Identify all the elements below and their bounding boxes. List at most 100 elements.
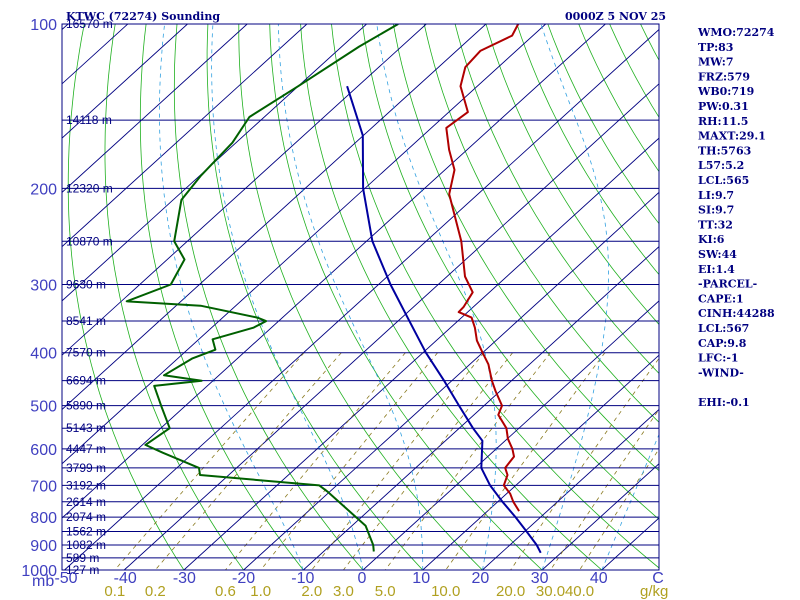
height-label: 2074 m xyxy=(66,510,106,524)
index-line: CINH:44288 xyxy=(698,307,775,320)
isotherm xyxy=(541,463,659,570)
isotherm xyxy=(243,191,659,570)
index-line: SW:44 xyxy=(698,248,737,261)
dry-adiabat xyxy=(609,24,659,118)
mixing-ratio-label: 5.0 xyxy=(375,583,396,600)
pressure-tick-label: 300 xyxy=(30,278,57,295)
isotherm xyxy=(422,354,659,570)
height-label: 3799 m xyxy=(66,461,106,475)
dry-adiabat xyxy=(67,24,185,570)
mixing-ratio-label: 30.0 xyxy=(536,583,565,600)
height-label: 9630 m xyxy=(66,278,106,292)
height-label: 8541 m xyxy=(66,314,106,328)
index-line: KI:6 xyxy=(698,233,725,246)
isotherm xyxy=(62,24,547,465)
index-line: EI:1.4 xyxy=(698,263,735,276)
temperature-tick-label: C xyxy=(652,570,664,587)
index-line: WMO:72274 xyxy=(697,26,775,39)
mixing-ratio-label: 0.6 xyxy=(215,583,236,600)
index-line: -WIND- xyxy=(698,366,744,379)
index-line: LCL:565 xyxy=(698,174,749,187)
profile-traces xyxy=(125,24,542,554)
pressure-tick-label: 800 xyxy=(30,510,57,527)
isotherm xyxy=(183,137,659,570)
isotherm xyxy=(62,24,248,193)
temperature-tick-label: 10 xyxy=(412,570,430,587)
index-line: CAPE:1 xyxy=(698,292,744,305)
dry-adiabat xyxy=(423,24,659,423)
temperature-tick-label: 20 xyxy=(472,570,490,587)
mixing-ratio-line xyxy=(579,448,659,570)
mixing-ratio-line xyxy=(114,352,305,570)
temperature-tick-label: 30 xyxy=(531,570,549,587)
temperature-trace xyxy=(445,24,520,512)
height-label: 589 m xyxy=(66,551,99,565)
dry-adiabat xyxy=(578,24,659,173)
mixing-ratio-line xyxy=(384,352,551,570)
dry-adiabat xyxy=(454,24,659,375)
isotherm xyxy=(302,246,659,570)
height-label: 14118 m xyxy=(66,113,112,127)
index-line: TT:32 xyxy=(698,218,733,231)
pressure-tick-label: 900 xyxy=(30,538,57,555)
index-line: TH:5763 xyxy=(698,144,751,157)
pressure-tick-label: 400 xyxy=(30,346,57,363)
dry-adiabat xyxy=(485,24,659,325)
isotherm xyxy=(64,28,659,570)
height-label: 127 m xyxy=(66,563,99,577)
isotherm xyxy=(123,83,659,570)
index-line: PW:0.31 xyxy=(698,100,749,113)
temperature-tick-label: -10 xyxy=(291,570,314,587)
mixing-ratio-line xyxy=(225,352,406,570)
height-label: 1082 m xyxy=(66,538,106,552)
index-line: WB0:719 xyxy=(697,85,754,98)
height-label: 16570 m xyxy=(66,17,113,31)
mixing-ratio-line xyxy=(343,352,513,570)
height-label: 1562 m xyxy=(66,524,106,538)
mixing-ratio-label: 20.0 xyxy=(496,583,525,600)
pressure-tick-label: 1000 xyxy=(21,563,57,580)
height-label: 10870 m xyxy=(66,234,113,248)
chart-title: KTWC (72274) Sounding xyxy=(66,10,220,23)
dewpoint-trace xyxy=(125,24,399,552)
dry-adiabat xyxy=(547,24,659,225)
height-label: 5890 m xyxy=(66,399,106,413)
height-label: 6694 m xyxy=(66,374,106,388)
dry-adiabat xyxy=(392,24,659,472)
mixing-ratio-unit-label: g/kg xyxy=(640,583,668,600)
pressure-unit-label: mb xyxy=(32,573,54,590)
height-label: 7570 m xyxy=(66,346,106,360)
mixing-ratio-line xyxy=(260,352,438,570)
index-line: LFC:-1 xyxy=(698,352,739,365)
index-line: -PARCEL- xyxy=(698,278,757,291)
index-line: LCL:567 xyxy=(698,322,749,335)
dry-adiabat xyxy=(173,24,364,570)
mixing-ratio-label: 3.0 xyxy=(333,583,354,600)
isotherm xyxy=(482,408,659,570)
temperature-tick-label: -50 xyxy=(54,570,77,587)
index-line: MAXT:29.1 xyxy=(698,130,766,143)
isotherm xyxy=(62,24,367,302)
mixing-ratio-label: 0.1 xyxy=(104,583,125,600)
height-labels: 16570 m 14118 m 12320 m 10870 m 9630 m 8541 m… xyxy=(66,17,113,577)
temperature-tick-label: 40 xyxy=(590,570,608,587)
index-line: TP:83 xyxy=(698,41,733,54)
height-label: 3192 m xyxy=(66,478,106,492)
pressure-tick-label: 600 xyxy=(30,442,57,459)
mixing-ratio-label: 1.0 xyxy=(250,583,271,600)
index-line: FRZ:579 xyxy=(698,70,750,83)
dry-adiabat xyxy=(331,24,659,569)
dry-adiabat xyxy=(104,24,244,570)
temperature-tick-label: -30 xyxy=(173,570,196,587)
index-line: SI:9.7 xyxy=(698,204,734,217)
dry-adiabat xyxy=(362,24,659,520)
mixing-ratio-label: 2.0 xyxy=(301,583,322,600)
temperature-tick-label: 0 xyxy=(358,570,367,587)
parcel-trace xyxy=(346,85,542,554)
pressure-axis-labels: 100 200 300 400 500 600 700 800 900 1000 xyxy=(21,17,57,580)
chart-datetime: 0000Z 5 NOV 25 xyxy=(565,10,666,23)
index-line: RH:11.5 xyxy=(698,115,748,128)
